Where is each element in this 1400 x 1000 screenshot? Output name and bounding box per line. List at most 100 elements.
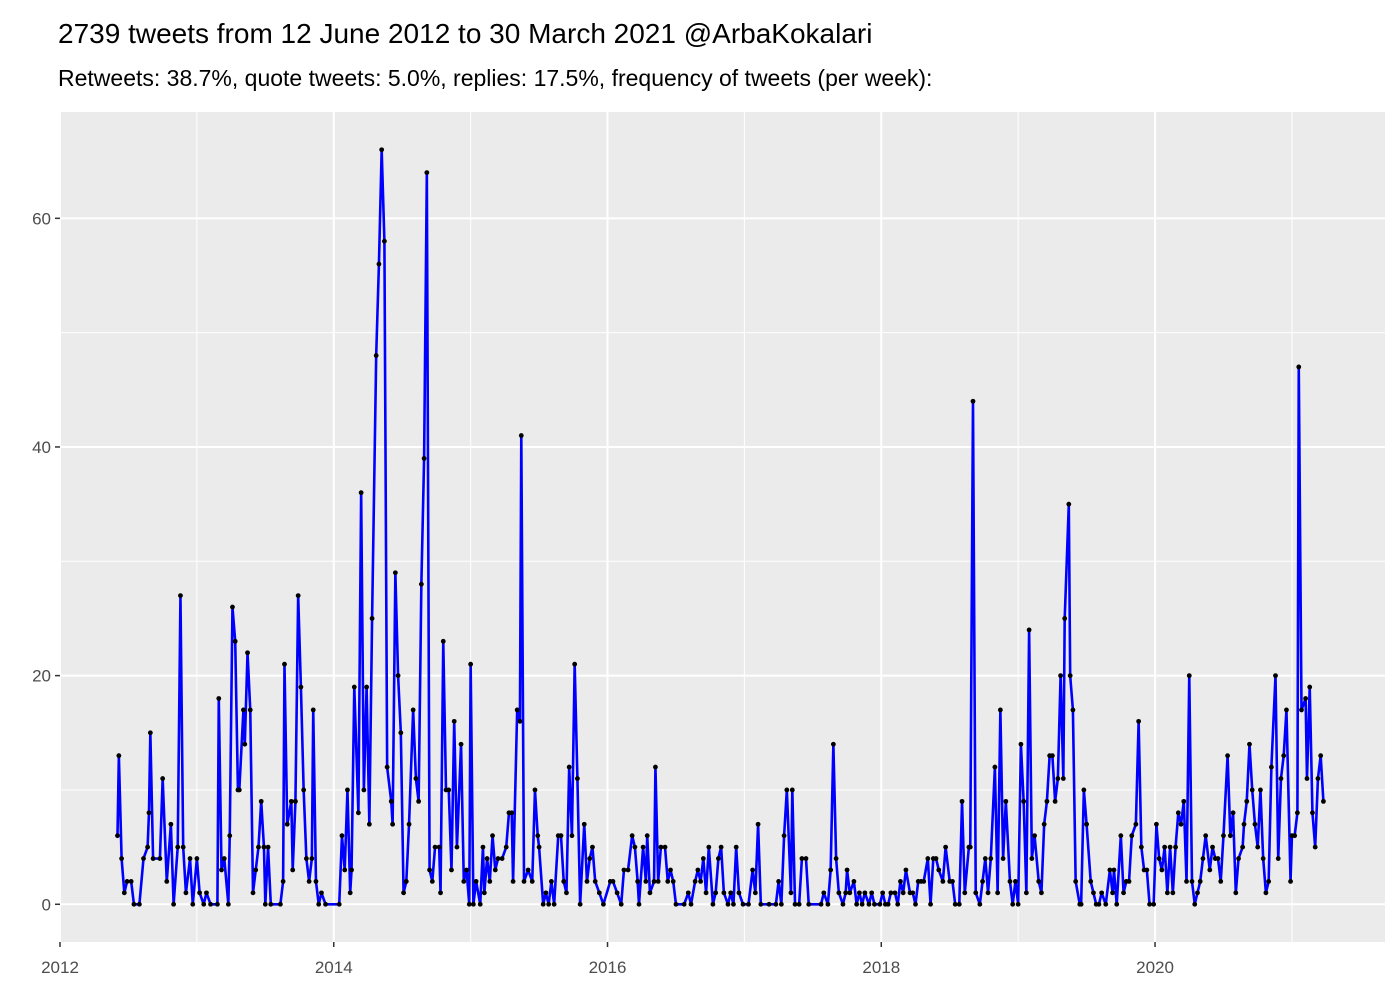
x-tick-label: 2020: [1136, 958, 1174, 977]
data-point: [388, 798, 394, 804]
data-point: [566, 764, 572, 770]
x-tick-label: 2014: [315, 958, 353, 977]
data-point: [988, 856, 994, 861]
data-point: [695, 867, 701, 873]
data-point: [262, 901, 268, 907]
data-point: [336, 901, 342, 907]
data-point: [640, 844, 646, 850]
data-point: [258, 798, 264, 804]
data-point: [569, 833, 575, 839]
data-point: [746, 901, 751, 907]
data-point: [361, 787, 367, 793]
data-point: [933, 856, 939, 861]
data-point: [1236, 856, 1241, 861]
data-point: [225, 901, 231, 907]
data-point: [970, 398, 976, 404]
data-point: [1310, 810, 1315, 816]
data-point: [316, 901, 322, 907]
data-point: [290, 867, 296, 873]
data-point: [342, 867, 348, 873]
data-point: [781, 833, 787, 839]
data-point: [1154, 821, 1159, 827]
data-point: [518, 433, 524, 438]
data-point: [913, 901, 918, 907]
data-point: [121, 890, 127, 896]
data-point: [245, 650, 250, 656]
data-point: [510, 879, 516, 884]
data-point: [1275, 856, 1281, 861]
data-point: [1175, 810, 1181, 816]
data-point: [449, 867, 454, 873]
data-point: [936, 867, 942, 873]
data-point: [499, 856, 505, 861]
data-point: [429, 879, 435, 884]
data-point: [803, 856, 809, 861]
data-point: [436, 844, 442, 850]
data-point: [382, 238, 387, 244]
data-point: [644, 833, 650, 839]
data-point: [733, 844, 739, 850]
data-point: [688, 901, 694, 907]
data-point: [190, 901, 196, 907]
data-point: [197, 890, 203, 896]
data-point: [614, 890, 620, 896]
data-point: [590, 844, 595, 850]
data-point: [973, 890, 979, 896]
y-tick-label: 40: [32, 438, 51, 457]
data-point: [535, 833, 541, 839]
data-point: [828, 867, 834, 873]
data-point: [925, 856, 931, 861]
data-point: [171, 901, 177, 907]
data-point: [160, 776, 166, 781]
data-point: [440, 638, 446, 644]
data-point: [1207, 867, 1213, 873]
data-point: [788, 890, 794, 896]
data-point: [1318, 753, 1324, 759]
data-point: [985, 890, 991, 896]
data-point: [1049, 753, 1055, 759]
data-point: [392, 570, 398, 576]
data-point: [1249, 787, 1255, 793]
data-point: [959, 798, 965, 804]
data-point: [796, 901, 802, 907]
data-point: [789, 787, 795, 793]
data-point: [427, 867, 432, 873]
data-point: [204, 890, 209, 896]
data-point: [967, 844, 973, 850]
data-point: [323, 901, 328, 907]
data-point: [778, 901, 784, 907]
data-point: [618, 901, 624, 907]
data-point: [183, 890, 189, 896]
data-point: [952, 901, 958, 907]
data-point: [862, 890, 868, 896]
data-point: [1203, 833, 1209, 839]
x-tick-label: 2018: [862, 958, 900, 977]
data-point: [180, 844, 186, 850]
data-point: [301, 787, 307, 793]
data-point: [728, 890, 734, 896]
data-point: [1233, 890, 1239, 896]
data-point: [572, 661, 578, 667]
data-point: [215, 901, 220, 907]
data-point: [313, 879, 319, 884]
data-point: [1013, 879, 1018, 884]
data-point: [1294, 810, 1300, 816]
data-point: [830, 741, 836, 747]
data-point: [658, 844, 664, 850]
data-point: [859, 901, 865, 907]
data-point: [1052, 798, 1058, 804]
data-point: [713, 890, 719, 896]
data-point: [384, 764, 390, 770]
data-point: [265, 844, 271, 850]
data-point: [247, 707, 253, 713]
data-point: [1195, 890, 1200, 896]
data-point: [458, 741, 464, 747]
data-point: [221, 856, 227, 861]
data-point: [201, 901, 207, 907]
data-point: [601, 901, 606, 907]
data-point: [403, 879, 409, 884]
data-point: [1118, 833, 1124, 839]
marks: [115, 147, 1326, 907]
data-point: [1189, 879, 1195, 884]
data-point: [1197, 879, 1203, 884]
